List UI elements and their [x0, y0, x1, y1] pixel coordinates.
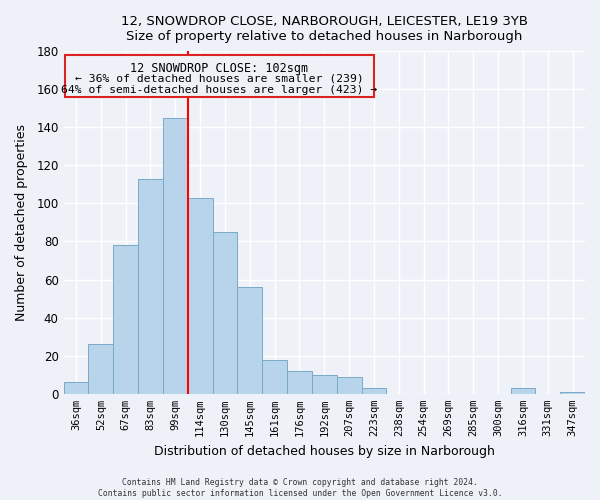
- Bar: [337, 376, 362, 394]
- Bar: [560, 392, 585, 394]
- Bar: [511, 388, 535, 394]
- Title: 12, SNOWDROP CLOSE, NARBOROUGH, LEICESTER, LE19 3YB
Size of property relative to: 12, SNOWDROP CLOSE, NARBOROUGH, LEICESTE…: [121, 15, 528, 43]
- Bar: [362, 388, 386, 394]
- Bar: [287, 371, 312, 394]
- Bar: [138, 178, 163, 394]
- Bar: [113, 246, 138, 394]
- Bar: [64, 382, 88, 394]
- Bar: [238, 287, 262, 394]
- Text: 12 SNOWDROP CLOSE: 102sqm: 12 SNOWDROP CLOSE: 102sqm: [130, 62, 308, 74]
- Bar: [88, 344, 113, 394]
- Bar: [212, 232, 238, 394]
- Text: 64% of semi-detached houses are larger (423) →: 64% of semi-detached houses are larger (…: [61, 86, 377, 96]
- FancyBboxPatch shape: [65, 55, 374, 97]
- Bar: [188, 198, 212, 394]
- Text: Contains HM Land Registry data © Crown copyright and database right 2024.
Contai: Contains HM Land Registry data © Crown c…: [98, 478, 502, 498]
- Bar: [262, 360, 287, 394]
- Bar: [312, 375, 337, 394]
- Text: ← 36% of detached houses are smaller (239): ← 36% of detached houses are smaller (23…: [75, 74, 364, 84]
- Bar: [163, 118, 188, 394]
- Y-axis label: Number of detached properties: Number of detached properties: [15, 124, 28, 321]
- X-axis label: Distribution of detached houses by size in Narborough: Distribution of detached houses by size …: [154, 444, 495, 458]
